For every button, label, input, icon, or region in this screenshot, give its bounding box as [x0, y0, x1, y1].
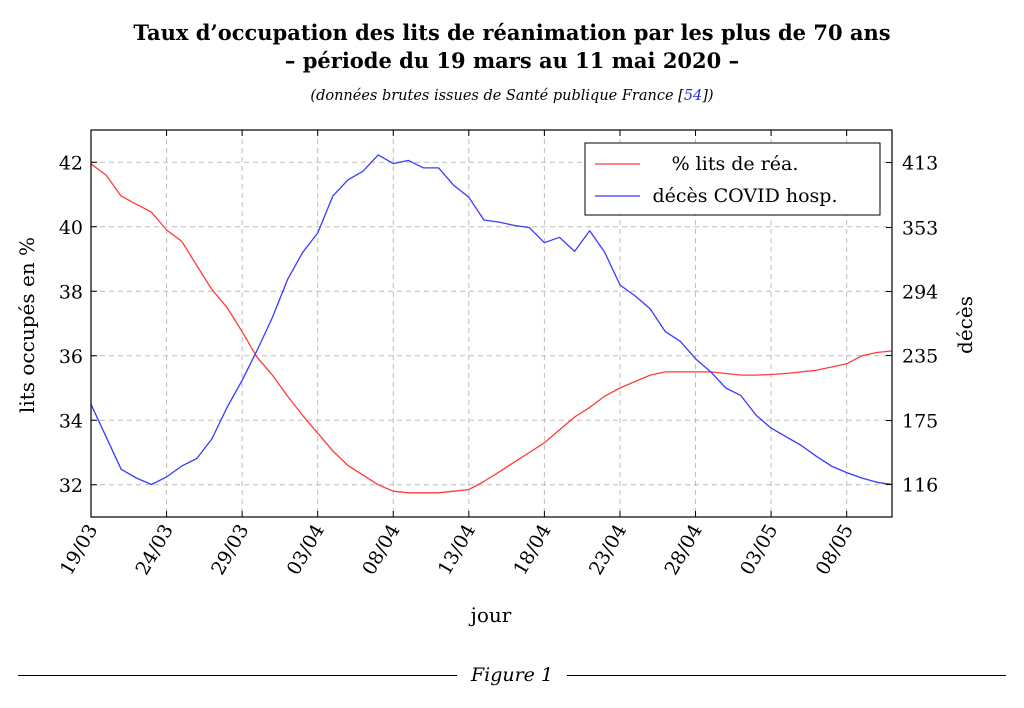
caption-rule-right [567, 674, 1006, 676]
x-tick-label: 19/03 [56, 521, 102, 579]
x-tick-label: 03/05 [736, 521, 782, 579]
y-left-tick-label: 38 [59, 281, 83, 303]
y-left-tick-label: 34 [59, 410, 83, 432]
y-right-tick-label: 294 [902, 282, 938, 304]
dual-axis-line-chart: 19/03 24/03 29/03 03/04 08/04 13/04 18/04 23/04… [15, 129, 977, 627]
chart-title-line-2: – période du 19 mars au 11 mai 2020 – [284, 48, 740, 73]
legend-label-deaths: décès COVID hosp. [653, 185, 838, 207]
legend: % lits de réa. décès COVID hosp. [584, 142, 881, 216]
y-right-tick-label: 413 [902, 153, 938, 175]
subtitle-text-pre: (données brutes issues de Santé publique… [310, 88, 684, 104]
x-tick-label: 24/03 [131, 521, 177, 579]
series-layer [90, 154, 893, 494]
legend-box [584, 142, 881, 216]
x-tick-label: 29/03 [207, 521, 253, 579]
axis-tick-labels: 19/03 24/03 29/03 03/04 08/04 13/04 18/04 23/04… [56, 152, 938, 579]
y-left-tick-label: 32 [59, 475, 83, 497]
y-right-tick-label: 353 [902, 218, 938, 240]
y-left-tick-label: 40 [59, 217, 83, 239]
x-tick-label: 13/04 [434, 521, 480, 579]
plot-frame [90, 129, 893, 518]
caption-rule-left [18, 674, 457, 676]
y-axis-left-label: lits occupés en % [15, 237, 39, 413]
x-tick-label: 03/04 [283, 521, 329, 579]
x-tick-label: 08/04 [358, 521, 404, 579]
y-axis-right-label: décès [953, 296, 977, 354]
y-left-tick-label: 36 [59, 346, 83, 368]
citation-link[interactable]: 54 [683, 88, 703, 104]
x-axis-label: jour [469, 603, 512, 627]
figure-caption-label: Figure 1 [470, 664, 554, 686]
y-right-tick-label: 235 [902, 345, 938, 367]
subtitle-text-post: ]) [702, 88, 714, 104]
y-right-tick-label: 116 [902, 474, 938, 496]
y-right-tick-label: 175 [902, 411, 938, 433]
y-left-tick-label: 42 [59, 152, 83, 174]
series-line-deaths [90, 154, 893, 486]
x-tick-label: 18/04 [509, 521, 555, 579]
figure-caption: Figure 1 [18, 662, 1006, 688]
series-line-occupancy [90, 163, 893, 494]
axis-ticks [90, 130, 892, 517]
x-tick-label: 08/05 [812, 521, 858, 579]
chart-title-line-1: Taux d’occupation des lits de réanimatio… [133, 20, 891, 45]
chart-subtitle: (données brutes issues de Santé publique… [0, 88, 1024, 104]
legend-label-occupancy: % lits de réa. [672, 153, 799, 175]
x-tick-label: 28/04 [660, 521, 706, 579]
x-tick-label: 23/04 [585, 521, 631, 579]
